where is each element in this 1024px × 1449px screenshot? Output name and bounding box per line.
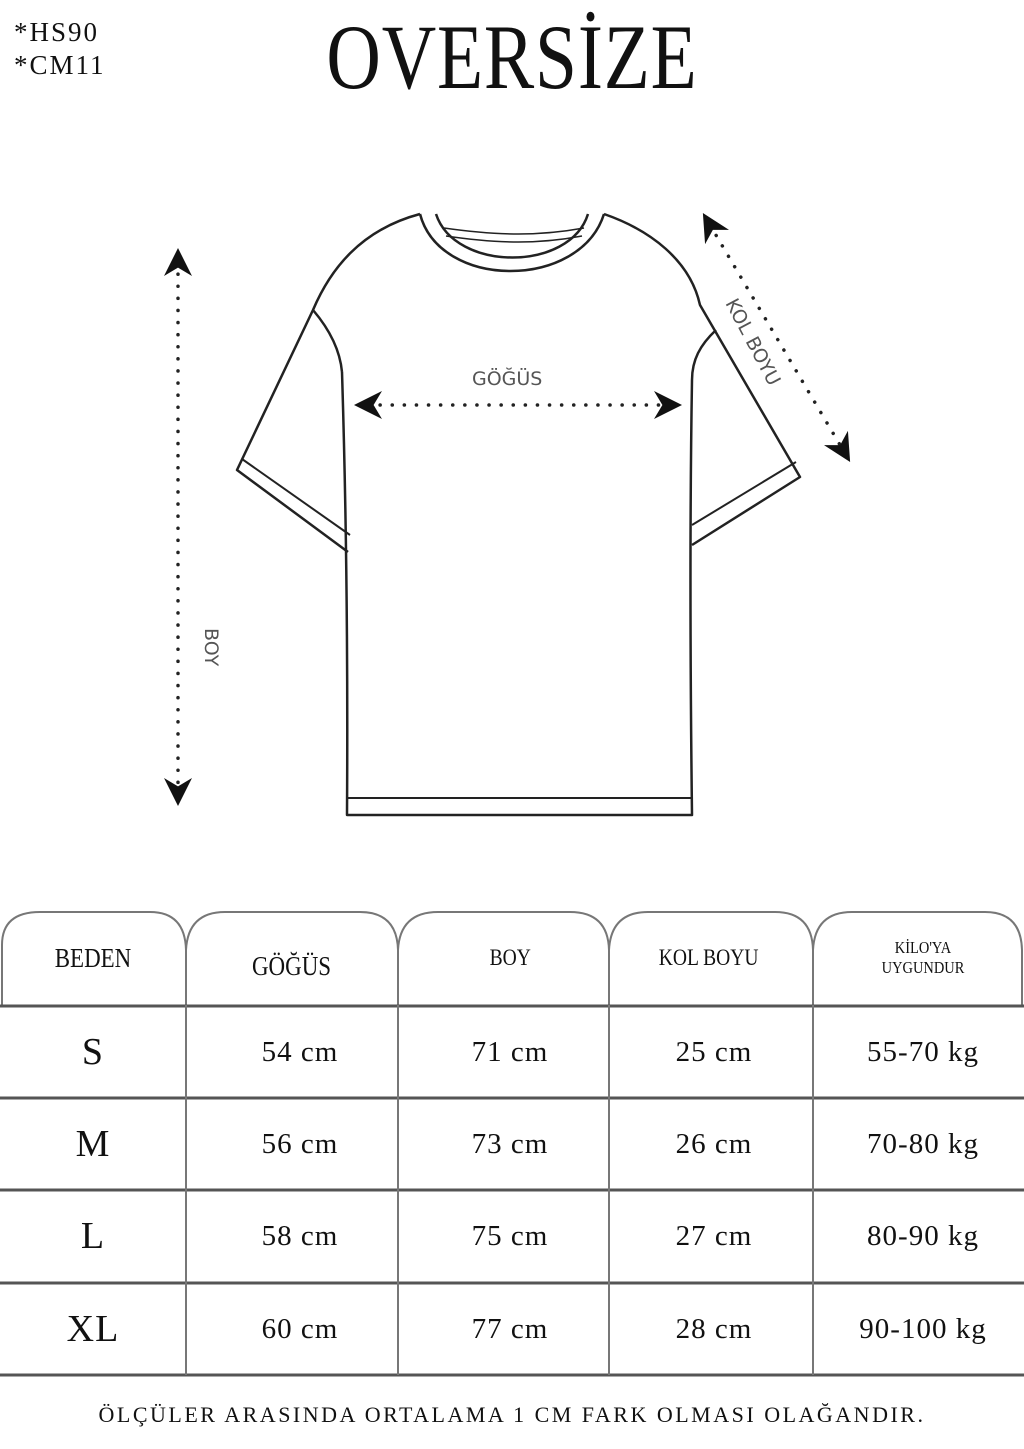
length-label: BOY xyxy=(200,628,222,667)
product-codes: *HS90 *CM11 xyxy=(14,16,106,82)
cell-length: 75 cm xyxy=(471,1219,549,1252)
cell-length: 73 cm xyxy=(471,1127,549,1160)
header-weight: KİLO'YA UYGUNDUR xyxy=(881,938,965,977)
cell-weight: 70-80 kg xyxy=(867,1127,979,1160)
cell-sleeve: 27 cm xyxy=(675,1219,753,1252)
header-size: BEDEN xyxy=(54,942,132,973)
cell-size: L xyxy=(80,1215,106,1257)
cell-chest: 56 cm xyxy=(261,1127,339,1160)
header-chest: GÖĞÜS xyxy=(252,950,332,981)
product-code: *HS90 xyxy=(14,17,100,47)
product-code: *CM11 xyxy=(14,50,106,80)
cell-sleeve: 25 cm xyxy=(675,1035,753,1068)
cell-chest: 60 cm xyxy=(261,1312,339,1345)
cell-weight: 55-70 kg xyxy=(867,1035,979,1068)
tshirt-outline xyxy=(235,212,802,817)
cell-length: 77 cm xyxy=(471,1312,549,1345)
footer-note: ÖLÇÜLER ARASINDA ORTALAMA 1 CM FARK OLMA… xyxy=(98,1402,926,1427)
header-length: BOY xyxy=(489,945,531,970)
cell-size: M xyxy=(75,1123,111,1165)
chest-label: GÖĞÜS xyxy=(472,368,543,390)
page-title: OVERSİZE xyxy=(326,6,698,108)
cell-sleeve: 26 cm xyxy=(675,1127,753,1160)
cell-size: XL xyxy=(66,1308,120,1350)
sleeve-arrow xyxy=(702,212,851,463)
cell-chest: 58 cm xyxy=(261,1219,339,1252)
cell-size: S xyxy=(81,1031,105,1073)
header-sleeve: KOL BOYU xyxy=(659,945,759,970)
cell-chest: 54 cm xyxy=(261,1035,339,1068)
cell-length: 71 cm xyxy=(471,1035,549,1068)
cell-sleeve: 28 cm xyxy=(675,1312,753,1345)
cell-weight: 80-90 kg xyxy=(867,1219,979,1252)
cell-weight: 90-100 kg xyxy=(859,1312,987,1345)
table-frame xyxy=(0,911,1024,1377)
